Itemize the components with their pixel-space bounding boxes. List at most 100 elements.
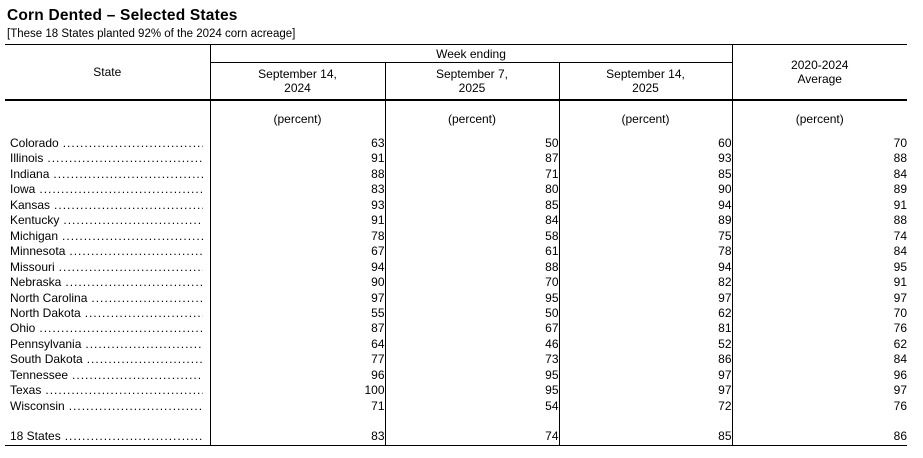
table-row: North Carolina 97 95 97 97 xyxy=(5,290,907,306)
table-row: Pennsylvania 64 46 52 62 xyxy=(5,336,907,353)
state-name: Michigan xyxy=(10,228,59,243)
value-average: 74 xyxy=(731,228,907,245)
header-row-group: State Week ending 2020-2024 Average xyxy=(5,44,907,100)
page-title: Corn Dented – Selected States xyxy=(7,7,238,24)
state-name: Indiana xyxy=(10,166,50,181)
week1-date-line2: 2024 xyxy=(284,81,311,95)
value-week1: 97 xyxy=(209,290,385,306)
value-week3: 93 xyxy=(558,151,732,167)
state-name: Kentucky xyxy=(10,213,60,228)
value-week3: 86 xyxy=(558,352,732,368)
week3-date-line1: September 14, xyxy=(606,66,685,81)
value-average: 97 xyxy=(731,290,907,306)
value-week2: 88 xyxy=(384,259,559,276)
unit-row-state-spacer xyxy=(5,99,210,136)
value-week2: 95 xyxy=(384,367,559,384)
header-row-dates: September 14, 2024 September 7, 2025 Sep… xyxy=(5,62,907,100)
table-row: Minnesota 67 61 78 84 xyxy=(5,244,907,260)
week2-date-line2: 2025 xyxy=(458,81,486,95)
value-week1: 96 xyxy=(209,367,385,384)
value-week1: 55 xyxy=(209,305,385,322)
page-subtitle: [These 18 States planted 92% of the 2024… xyxy=(7,28,296,40)
value-week1: 91 xyxy=(209,151,385,167)
value-week1: 93 xyxy=(209,197,385,214)
value-average: 70 xyxy=(731,136,907,152)
value-week2: 73 xyxy=(384,352,559,368)
total-row-label: 18 States xyxy=(10,429,61,444)
dot-leader xyxy=(39,321,202,336)
value-average: 84 xyxy=(731,352,907,368)
column-header-week1: September 14, 2024 xyxy=(209,62,385,100)
spacer-row xyxy=(5,414,907,430)
column-group-header-week-ending: Week ending xyxy=(209,44,732,63)
total-value-week1: 83 xyxy=(209,429,385,446)
value-week2: 46 xyxy=(384,336,559,353)
state-name: Colorado xyxy=(10,136,59,150)
value-week3: 97 xyxy=(558,367,732,384)
value-week2: 54 xyxy=(384,398,559,415)
table-row: Nebraska 90 70 82 91 xyxy=(5,275,907,291)
value-week3: 72 xyxy=(558,398,732,415)
total-row: 18 States 83 74 85 86 xyxy=(5,429,907,446)
value-week2: 61 xyxy=(384,244,559,260)
state-name: Tennessee xyxy=(10,367,69,382)
value-average: 76 xyxy=(731,321,907,337)
value-week1: 91 xyxy=(209,213,385,229)
dot-leader xyxy=(87,352,203,367)
value-average: 76 xyxy=(731,398,907,415)
average-header-line2: Average xyxy=(797,72,842,86)
value-week2: 70 xyxy=(384,275,559,291)
value-average: 70 xyxy=(731,305,907,322)
dot-leader xyxy=(59,260,203,275)
table-row: Michigan 78 58 75 74 xyxy=(5,228,907,245)
unit-label-week3: (percent) xyxy=(558,99,732,136)
table-row: Colorado 63 50 60 70 xyxy=(5,136,907,152)
value-average: 88 xyxy=(731,213,907,229)
value-week3: 94 xyxy=(558,259,732,276)
column-header-average: 2020-2024 Average xyxy=(731,44,907,100)
value-week3: 85 xyxy=(558,166,732,183)
table-row: Missouri 94 88 94 95 xyxy=(5,259,907,276)
value-week2: 50 xyxy=(384,136,559,152)
column-header-week3: September 14, 2025 xyxy=(558,62,732,100)
unit-label-week2: (percent) xyxy=(384,99,559,136)
dot-leader xyxy=(62,229,202,244)
dot-leader xyxy=(45,383,202,398)
table-row: Indiana 88 71 85 84 xyxy=(5,166,907,183)
value-week3: 89 xyxy=(558,213,732,229)
state-name: North Dakota xyxy=(10,305,81,320)
value-week2: 80 xyxy=(384,182,559,198)
value-week1: 87 xyxy=(209,321,385,337)
state-name: Illinois xyxy=(10,151,44,166)
state-name: Pennsylvania xyxy=(10,336,82,351)
dot-leader xyxy=(54,198,202,213)
value-average: 84 xyxy=(731,166,907,183)
value-average: 88 xyxy=(731,151,907,167)
dot-leader xyxy=(69,244,202,259)
value-week2: 95 xyxy=(384,290,559,306)
state-name: Wisconsin xyxy=(10,398,65,413)
value-week3: 94 xyxy=(558,197,732,214)
state-name: Nebraska xyxy=(10,275,62,290)
table-row: Tennessee 96 95 97 96 xyxy=(5,367,907,384)
table-body: Colorado 63 50 60 70 Illinois 91 87 93 8… xyxy=(5,136,907,415)
dot-leader xyxy=(63,213,202,228)
value-week2: 67 xyxy=(384,321,559,337)
value-week1: 90 xyxy=(209,275,385,291)
total-value-week3: 85 xyxy=(558,429,732,446)
table-row: Kentucky 91 84 89 88 xyxy=(5,213,907,229)
value-week2: 50 xyxy=(384,305,559,322)
value-week1: 77 xyxy=(209,352,385,368)
value-average: 97 xyxy=(731,383,907,399)
value-week3: 97 xyxy=(558,290,732,306)
value-week1: 78 xyxy=(209,228,385,245)
week1-date-line1: September 14, xyxy=(258,66,337,81)
total-value-average: 86 xyxy=(731,429,907,446)
table-footer: 18 States 83 74 85 86 xyxy=(5,414,907,446)
table-row: Ohio 87 67 81 76 xyxy=(5,321,907,337)
average-header-line1: 2020-2024 xyxy=(791,57,849,72)
value-week3: 75 xyxy=(558,228,732,245)
column-header-week2: September 7, 2025 xyxy=(384,62,559,100)
corn-dented-table: State Week ending 2020-2024 Average Sept… xyxy=(5,44,907,446)
dot-leader xyxy=(85,306,203,321)
